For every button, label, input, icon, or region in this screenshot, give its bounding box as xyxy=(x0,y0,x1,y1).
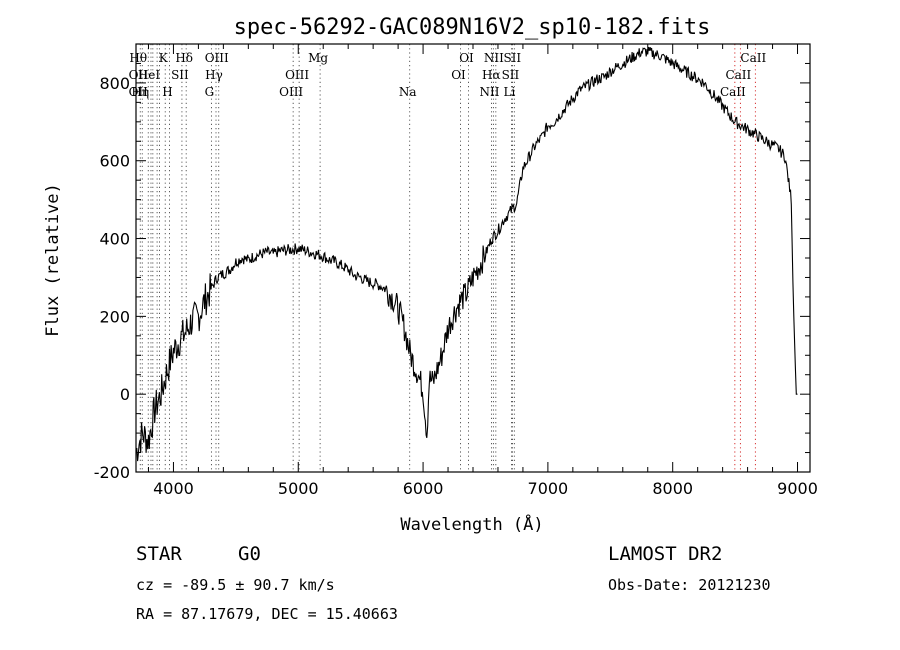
marker-label: NII xyxy=(479,85,499,99)
line-markers: HθOIIOIIHηHeIKHSIIHδGHγOIIIOIIIOIIIMgNaO… xyxy=(129,44,766,472)
marker-label: SII xyxy=(171,68,189,82)
x-tick-label: 9000 xyxy=(777,479,818,498)
marker-label: NII xyxy=(484,51,504,65)
marker-label: SII xyxy=(502,68,520,82)
plot-frame xyxy=(135,43,811,473)
marker-label: K xyxy=(159,51,169,65)
marker-label: Na xyxy=(399,85,417,99)
marker-label: Hα xyxy=(482,68,501,82)
y-tick-label: 200 xyxy=(99,307,130,326)
marker-label: OII xyxy=(129,85,149,99)
coordinates: RA = 87.17679, DEC = 15.40663 xyxy=(136,605,398,623)
spectrum-line xyxy=(135,46,798,462)
marker-label: Hη xyxy=(131,85,149,99)
marker-label: G xyxy=(205,85,215,99)
marker-label: OIII xyxy=(285,68,309,82)
marker-label: Li xyxy=(504,85,516,99)
survey-name: LAMOST DR2 xyxy=(608,543,722,565)
marker-label: OII xyxy=(129,68,149,82)
marker-label: CaII xyxy=(725,68,751,82)
marker-label: Hγ xyxy=(205,68,223,82)
object-subclass: G0 xyxy=(238,543,261,565)
marker-label: SII xyxy=(503,51,521,65)
chart-title: spec-56292-GAC089N16V2_sp10-182.fits xyxy=(234,15,711,40)
x-tick-label: 7000 xyxy=(528,479,569,498)
marker-label: OIII xyxy=(279,85,303,99)
marker-label: OI xyxy=(451,68,466,82)
y-tick-label: 600 xyxy=(99,152,130,171)
x-tick-label: 5000 xyxy=(278,479,319,498)
axis-ticks: 4000 5000 6000 7000 8000 9000 -200 0 200 400 600 80… xyxy=(94,43,818,498)
x-tick-label: 8000 xyxy=(652,479,693,498)
x-tick-label: 6000 xyxy=(403,479,444,498)
x-tick-label: 4000 xyxy=(153,479,194,498)
marker-label: H xyxy=(162,85,172,99)
marker-label: CaII xyxy=(740,51,766,65)
marker-label: Mg xyxy=(308,51,328,65)
y-tick-label: 400 xyxy=(99,230,130,249)
marker-label: HeI xyxy=(138,68,161,82)
redshift-cz: cz = -89.5 ± 90.7 km/s xyxy=(136,576,335,594)
y-axis-label: Flux (relative) xyxy=(43,183,63,337)
y-tick-label: -200 xyxy=(94,463,130,482)
marker-label: OI xyxy=(459,51,474,65)
y-tick-label: 800 xyxy=(99,74,130,93)
object-class: STAR xyxy=(136,543,182,565)
marker-label: OIII xyxy=(205,51,229,65)
observation-date: Obs-Date: 20121230 xyxy=(608,576,771,594)
marker-label: CaII xyxy=(720,85,746,99)
marker-label: Hθ xyxy=(129,51,147,65)
marker-label: Hδ xyxy=(175,51,193,65)
x-axis-label: Wavelength (Å) xyxy=(400,513,543,535)
y-tick-label: 0 xyxy=(120,385,130,404)
